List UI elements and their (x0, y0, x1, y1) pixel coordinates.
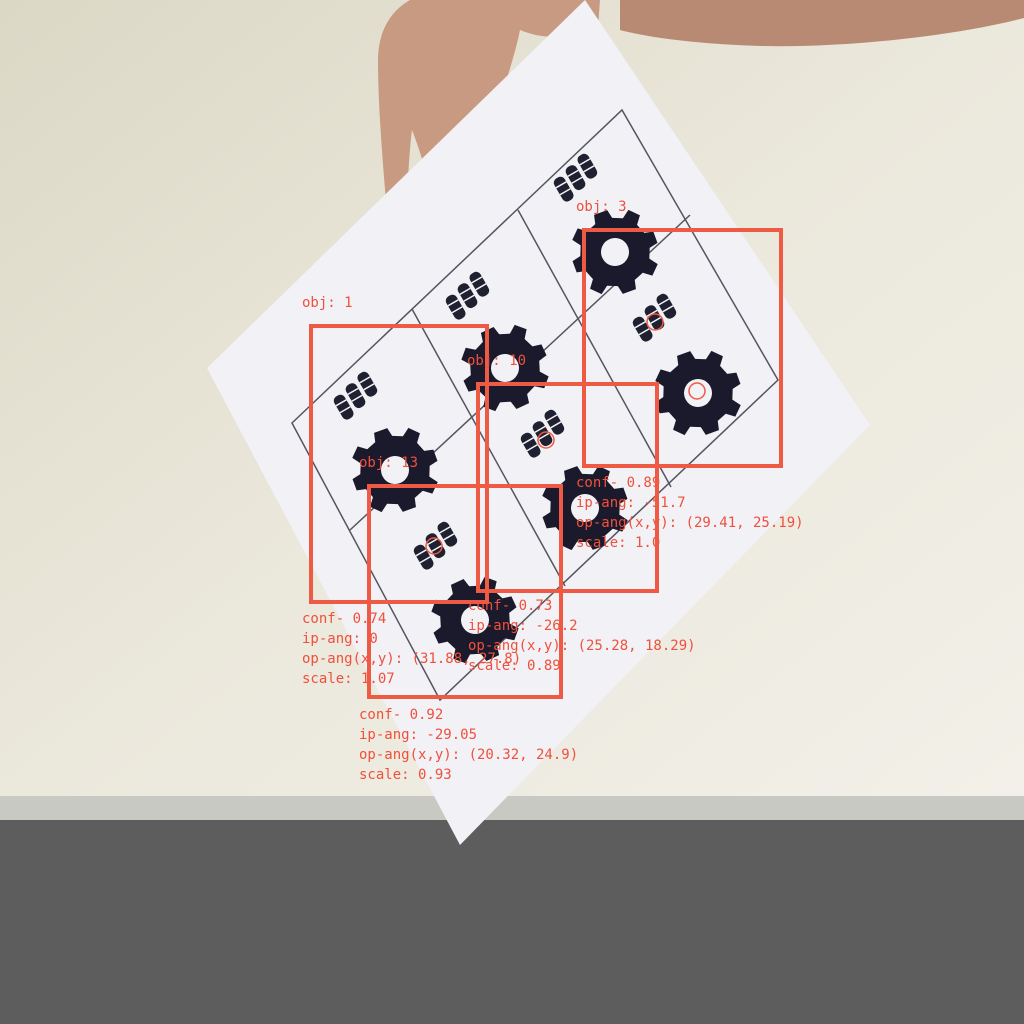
detection-conf: conf- 0.89 (576, 475, 660, 491)
bounding-box (309, 324, 489, 604)
arm (620, 0, 1024, 47)
detection-obj-1: obj: 1 conf- 0.74 ip-ang: 0 op-ang(x,y):… (302, 295, 521, 687)
detection-obj-13: obj: 13 conf- 0.92 ip-ang: -29.05 op-ang… (359, 455, 578, 783)
center-marker (537, 431, 555, 449)
center-marker (425, 537, 443, 555)
detection-conf: conf- 0.74 (302, 611, 386, 627)
floor-area (0, 820, 1024, 1024)
detection-ip-ang: ip-ang: -29.05 (359, 727, 477, 743)
detection-obj-10: obj: 10 conf- 0.73 ip-ang: -26.2 op-ang(… (467, 353, 696, 674)
detection-ip-ang: ip-ang: -51.7 (576, 495, 686, 511)
detection-label: obj: 1 (302, 295, 353, 311)
detection-label: obj: 13 (359, 455, 418, 471)
detection-op-ang: op-ang(x,y): (25.28, 18.29) (468, 638, 696, 654)
bounding-box (582, 228, 783, 468)
detection-scale: scale: 0.89 (468, 658, 561, 674)
center-marker (688, 382, 706, 400)
center-marker (646, 313, 664, 331)
detection-scale: scale: 1.0 (576, 535, 660, 551)
detection-scale: scale: 1.07 (302, 671, 395, 687)
detection-scale: scale: 0.93 (359, 767, 452, 783)
detection-label: obj: 3 (576, 199, 627, 215)
detection-label: obj: 10 (467, 353, 526, 369)
detection-op-ang: op-ang(x,y): (20.32, 24.9) (359, 747, 578, 763)
detection-op-ang: op-ang(x,y): (31.88, 27.8) (302, 651, 521, 667)
detection-conf: conf- 0.92 (359, 707, 443, 723)
detection-op-ang: op-ang(x,y): (29.41, 25.19) (576, 515, 804, 531)
whiteboard-ledge (0, 796, 1024, 822)
detection-ip-ang: ip-ang: 0 (302, 631, 378, 647)
detection-ip-ang: ip-ang: -26.2 (468, 618, 578, 634)
detection-conf: conf- 0.73 (468, 598, 552, 614)
bounding-box (367, 484, 563, 699)
